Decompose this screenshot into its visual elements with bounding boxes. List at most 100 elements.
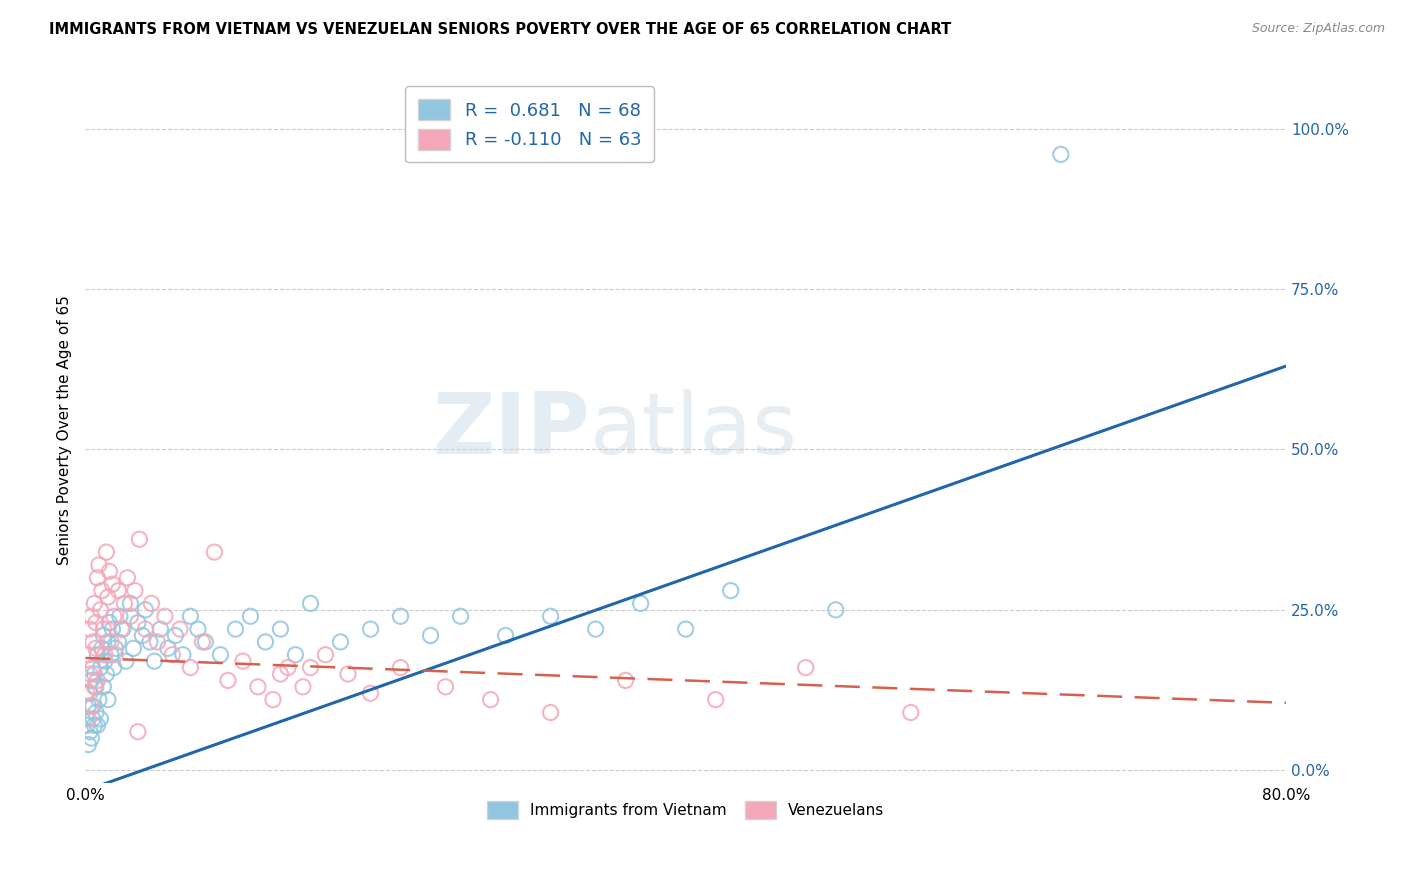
Point xyxy=(134,603,156,617)
Point xyxy=(127,724,149,739)
Point xyxy=(209,648,232,662)
Point xyxy=(108,609,131,624)
Point xyxy=(80,731,103,746)
Point xyxy=(83,667,105,681)
Point xyxy=(77,738,100,752)
Y-axis label: Seniors Poverty Over the Age of 65: Seniors Poverty Over the Age of 65 xyxy=(58,295,72,566)
Point xyxy=(824,603,846,617)
Point xyxy=(179,609,201,624)
Text: IMMIGRANTS FROM VIETNAM VS VENEZUELAN SENIORS POVERTY OVER THE AGE OF 65 CORRELA: IMMIGRANTS FROM VIETNAM VS VENEZUELAN SE… xyxy=(49,22,952,37)
Point xyxy=(82,635,104,649)
Point xyxy=(79,686,101,700)
Point xyxy=(115,654,138,668)
Point xyxy=(1050,147,1073,161)
Point xyxy=(900,706,922,720)
Point xyxy=(360,686,382,700)
Point xyxy=(246,680,269,694)
Point xyxy=(262,692,284,706)
Point xyxy=(131,628,153,642)
Point xyxy=(82,699,104,714)
Point xyxy=(232,654,254,668)
Point xyxy=(93,628,115,642)
Point xyxy=(434,680,457,694)
Point xyxy=(89,660,111,674)
Point xyxy=(77,699,100,714)
Point xyxy=(83,596,105,610)
Point xyxy=(90,641,112,656)
Point xyxy=(79,622,101,636)
Point xyxy=(87,692,110,706)
Point xyxy=(112,596,135,610)
Point xyxy=(720,583,742,598)
Point xyxy=(254,635,277,649)
Point xyxy=(120,596,142,610)
Point xyxy=(585,622,607,636)
Point xyxy=(284,648,307,662)
Point xyxy=(82,712,104,726)
Point xyxy=(337,667,360,681)
Point xyxy=(86,571,108,585)
Point xyxy=(117,571,139,585)
Point xyxy=(107,635,129,649)
Point xyxy=(179,660,201,674)
Point xyxy=(122,641,145,656)
Point xyxy=(143,654,166,668)
Point xyxy=(630,596,652,610)
Point xyxy=(479,692,502,706)
Point xyxy=(104,648,127,662)
Point xyxy=(97,635,120,649)
Point xyxy=(704,692,727,706)
Point xyxy=(77,648,100,662)
Point xyxy=(104,641,127,656)
Point xyxy=(83,718,105,732)
Point xyxy=(389,609,412,624)
Point xyxy=(450,609,472,624)
Point xyxy=(315,648,337,662)
Point xyxy=(96,545,118,559)
Point xyxy=(299,596,322,610)
Point xyxy=(98,565,121,579)
Point xyxy=(94,654,117,668)
Point xyxy=(540,706,562,720)
Point xyxy=(79,667,101,681)
Point xyxy=(419,628,441,642)
Point xyxy=(156,641,179,656)
Point xyxy=(97,692,120,706)
Point xyxy=(80,609,103,624)
Point xyxy=(360,622,382,636)
Point xyxy=(614,673,637,688)
Point xyxy=(794,660,817,674)
Text: atlas: atlas xyxy=(589,389,797,472)
Point xyxy=(77,712,100,726)
Point xyxy=(103,609,125,624)
Point xyxy=(93,680,115,694)
Point xyxy=(100,648,122,662)
Point xyxy=(98,615,121,630)
Point xyxy=(146,635,169,649)
Legend: Immigrants from Vietnam, Venezuelans: Immigrants from Vietnam, Venezuelans xyxy=(481,795,890,825)
Point xyxy=(120,609,142,624)
Point xyxy=(217,673,239,688)
Point xyxy=(540,609,562,624)
Point xyxy=(675,622,697,636)
Point xyxy=(86,718,108,732)
Point xyxy=(76,718,98,732)
Point xyxy=(277,660,299,674)
Point xyxy=(89,603,111,617)
Point xyxy=(93,622,115,636)
Point xyxy=(299,660,322,674)
Point xyxy=(86,673,108,688)
Point xyxy=(204,545,226,559)
Point xyxy=(83,680,105,694)
Point xyxy=(84,680,107,694)
Point xyxy=(187,622,209,636)
Point xyxy=(101,577,124,591)
Point xyxy=(141,596,163,610)
Point xyxy=(82,660,104,674)
Point xyxy=(165,628,187,642)
Point xyxy=(169,622,191,636)
Point xyxy=(224,622,246,636)
Point xyxy=(97,590,120,604)
Point xyxy=(94,648,117,662)
Point xyxy=(87,558,110,572)
